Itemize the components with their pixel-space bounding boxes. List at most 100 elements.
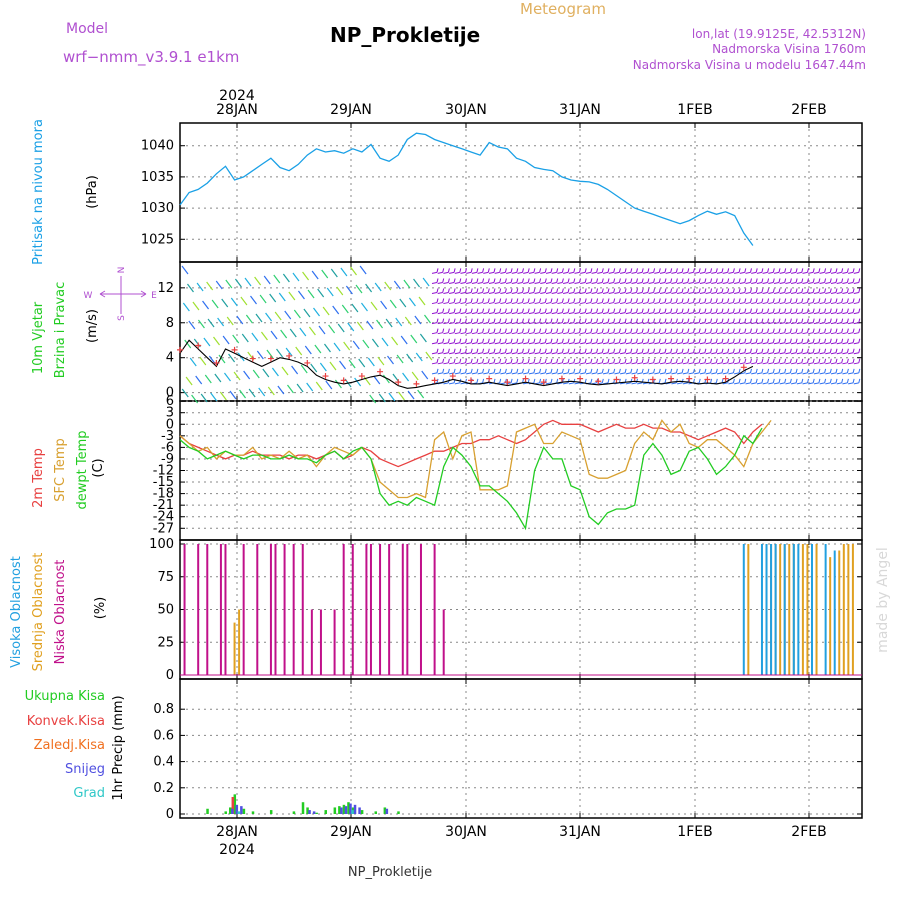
wind-barb [745,372,751,375]
wind-barb-flag [698,358,701,363]
wind-barb [239,389,247,399]
wind-barb [671,292,677,295]
wind-barb-flag [727,278,730,283]
wind-barb-flag [504,298,507,303]
wind-barb [477,292,483,295]
wind-barb [417,389,425,399]
wind-barb [306,382,314,392]
wind-barb-flag [499,378,502,384]
wind-barb-flag [499,308,502,313]
wind-barb [196,282,204,292]
wind-barb [699,302,705,305]
wind-barb [191,394,199,404]
wind-barb [471,352,477,355]
wind-barb [460,302,466,305]
wind-barb [625,271,631,274]
wind-barb-flag [738,338,741,343]
wind-barb [534,352,540,355]
wind-barb-flag [829,298,832,303]
wind-barb-flag [721,318,724,323]
wind-barb-flag [561,358,564,363]
wind-barb [477,312,483,315]
wind-barb-flag [533,298,536,303]
wind-barb-flag [613,268,616,273]
wind-barb [460,312,466,315]
wind-barb [705,271,711,274]
precip-bar [351,810,354,814]
wind-barb-flag [767,308,770,313]
precip-bar [229,807,232,814]
wind-barb [545,302,552,305]
wind-barb [250,295,257,305]
wind-barb [802,372,808,375]
precip-bar [385,808,389,814]
wind-barb-flag [681,308,684,313]
wind-barb-flag [516,368,519,373]
wind-barb-flag [447,348,450,353]
wind-barb [614,362,620,365]
wind-barb [728,352,734,355]
wind-barb-flag [841,378,844,384]
wind-barb [620,271,626,274]
wind-barb [830,362,837,365]
wind-barb-flag [675,328,678,333]
wind-barb [500,372,506,375]
wind-barb-flag [573,308,576,313]
wind-barb [711,271,717,274]
wind-barb-flag [829,358,832,363]
wind-barb [602,322,609,325]
wind-barb [506,362,512,365]
wind-barb [642,362,648,365]
wind-barb [842,292,848,295]
wind-barb-flag [459,368,462,373]
wind-barb [557,271,563,274]
wind-barb [466,362,472,365]
wind-barb-flag [732,318,735,323]
wind-barb [773,372,780,375]
wind-barb [460,372,466,375]
wind-barb [218,354,226,364]
wind-barb [739,362,745,365]
wind-barb [488,292,495,295]
wind-barb-flag [533,338,536,343]
precip-bar [251,811,255,814]
wind-barb-flag [533,378,536,384]
gust-marker [231,346,238,353]
wind-barb-flag [858,358,861,363]
wind-barb [557,382,563,385]
wind-barb [813,382,819,385]
wind-barb-flag [824,348,827,353]
wind-barb-flag [618,288,621,293]
wind-barb [466,312,472,315]
wind-barb-flag [761,318,764,323]
wind-barb [796,382,802,385]
wind-barb-flag [767,338,770,343]
wind-barb-flag [436,268,439,273]
wind-barb [699,332,705,335]
precip-bar [353,804,357,814]
wind-barb [523,312,529,315]
wind-barb-flag [653,338,656,343]
wind-barb-flag [470,318,473,323]
wind-barb-flag [522,288,524,293]
wind-barb [791,332,797,335]
wind-barb-flag [579,278,581,283]
wind-barb [322,306,330,316]
wind-barb [819,382,825,385]
wind-barb [756,271,762,274]
wind-barb-flag [675,338,678,343]
wind-barb-flag [658,298,661,303]
wind-barb-flag [459,308,462,313]
wind-barb [779,342,785,345]
y-tick-label: 1030 [141,201,174,216]
wind-barb [454,322,460,325]
wind-barb-flag [527,368,530,373]
wind-barb-flag [675,368,678,373]
wind-barb [853,302,859,305]
wind-barb-flag [715,308,718,313]
wind-barb [785,312,791,315]
top-year: 2024 [219,88,255,104]
wind-barb [682,352,688,355]
wind-barb [334,379,342,389]
wind-barb [802,312,808,315]
